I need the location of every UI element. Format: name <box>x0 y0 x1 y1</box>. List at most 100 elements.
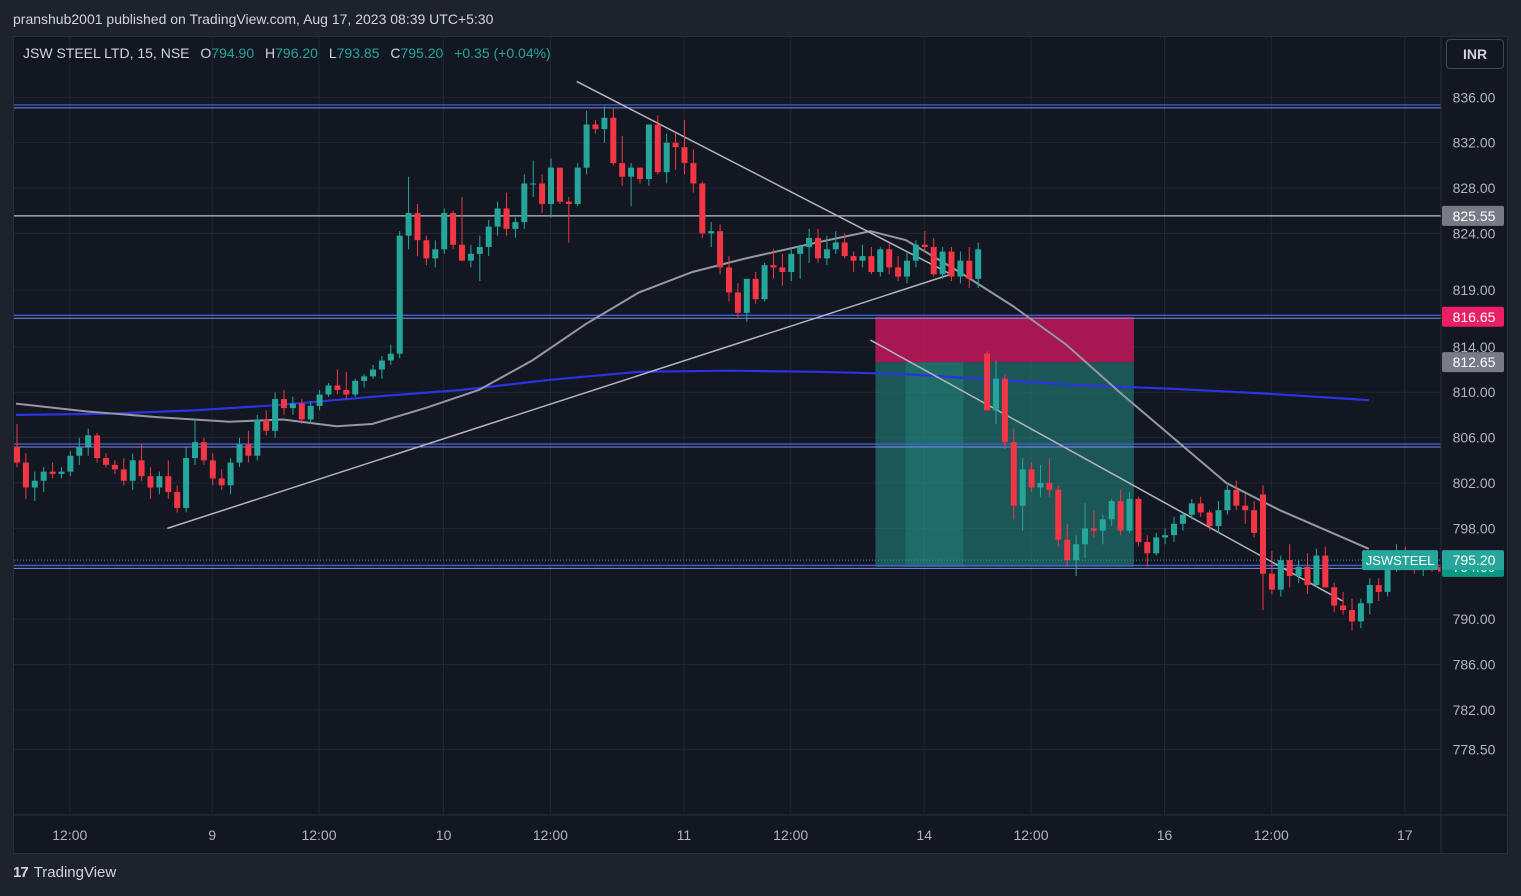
candle-body <box>1260 494 1266 574</box>
candle <box>1073 535 1080 577</box>
candle-body <box>22 462 29 488</box>
candle-body <box>939 251 946 275</box>
candle <box>841 233 848 259</box>
candle <box>1260 485 1266 611</box>
candle <box>1117 489 1124 536</box>
candle-body <box>565 201 572 204</box>
candle <box>183 446 190 513</box>
candle <box>1144 535 1151 567</box>
candle-body <box>281 399 287 409</box>
candle <box>485 219 492 257</box>
candle-body <box>574 167 581 204</box>
candle <box>316 389 323 411</box>
price-badge-label: 816.65 <box>1453 309 1496 325</box>
candle-body <box>975 249 982 279</box>
candle-body <box>138 460 145 477</box>
candle-body <box>1171 523 1177 536</box>
price-tick-label: 836.00 <box>1453 89 1496 105</box>
candle <box>1322 546 1329 588</box>
candle-body <box>1438 566 1441 572</box>
candle <box>690 149 697 193</box>
candle-body <box>1099 519 1106 531</box>
candle-body <box>76 446 83 456</box>
tradingview-brand: TradingView <box>33 864 117 881</box>
candle <box>1162 528 1169 545</box>
price-tick-label: 782.00 <box>1453 702 1496 718</box>
candle <box>868 247 875 275</box>
price-tick-label: 819.00 <box>1453 282 1496 298</box>
candle <box>1366 578 1373 615</box>
price-tick-label: 790.00 <box>1453 611 1496 627</box>
candle <box>1055 485 1062 547</box>
candle-body <box>1162 535 1169 538</box>
candle-body <box>877 249 884 272</box>
candle <box>1215 501 1222 533</box>
candle <box>823 235 830 266</box>
price-tick-label: 832.00 <box>1453 135 1496 151</box>
candle-body <box>1331 587 1338 606</box>
candle-body <box>993 378 999 411</box>
candle <box>467 244 474 268</box>
candle-body <box>396 235 403 354</box>
candle <box>904 251 910 284</box>
candle <box>752 271 759 304</box>
candle <box>957 251 964 284</box>
candle <box>930 237 937 277</box>
price-tick-label: 778.50 <box>1453 742 1496 758</box>
candle <box>574 163 581 207</box>
candle-body <box>103 458 109 465</box>
candle <box>806 228 813 263</box>
candle-body <box>1028 469 1035 488</box>
candle <box>307 401 314 425</box>
candle <box>984 351 991 411</box>
candle-body <box>183 458 190 508</box>
currency-button[interactable]: INR <box>1446 39 1504 69</box>
candle <box>236 437 243 468</box>
candle-body <box>832 242 839 250</box>
candle-body <box>912 244 919 261</box>
candle-body <box>316 394 323 406</box>
candle-body <box>601 117 608 130</box>
candle <box>1357 598 1364 629</box>
candle <box>975 242 982 288</box>
candle <box>1179 512 1186 531</box>
candle <box>1286 544 1293 588</box>
time-tick-label: 9 <box>208 827 216 843</box>
candle-body <box>1224 489 1231 511</box>
candle-body <box>770 265 777 268</box>
candle <box>200 437 207 465</box>
price-badge-label: 812.65 <box>1453 354 1496 370</box>
candle <box>912 240 919 268</box>
candle <box>717 224 724 275</box>
candle <box>245 430 252 463</box>
candle-body <box>904 260 910 277</box>
candle-body <box>850 256 857 261</box>
candle <box>610 108 617 166</box>
candle <box>1277 555 1284 597</box>
candle <box>645 124 652 186</box>
candle-body <box>67 455 74 472</box>
candle-body <box>966 260 973 279</box>
time-tick-label: 14 <box>916 827 932 843</box>
candle <box>1135 496 1142 547</box>
time-tick-label: 12:00 <box>1013 827 1048 843</box>
candle-body <box>699 183 706 234</box>
candle-body <box>307 405 314 420</box>
candle-body <box>1037 482 1044 488</box>
chart-pane[interactable] <box>13 36 1508 854</box>
candle-body <box>841 242 848 257</box>
symbol-name[interactable]: JSW STEEL LTD, 15, NSE <box>23 45 190 61</box>
open-value: 794.90 <box>211 45 255 61</box>
candle-body <box>1179 514 1186 524</box>
candle <box>1010 428 1017 520</box>
filled-progress-zone <box>905 362 964 567</box>
candle <box>1001 374 1008 449</box>
candle <box>1340 591 1347 615</box>
candle <box>654 115 661 175</box>
candle <box>1224 485 1231 515</box>
candle <box>770 249 777 279</box>
candle <box>521 174 528 229</box>
candle-body <box>1144 541 1151 554</box>
candle-body <box>1322 555 1329 588</box>
